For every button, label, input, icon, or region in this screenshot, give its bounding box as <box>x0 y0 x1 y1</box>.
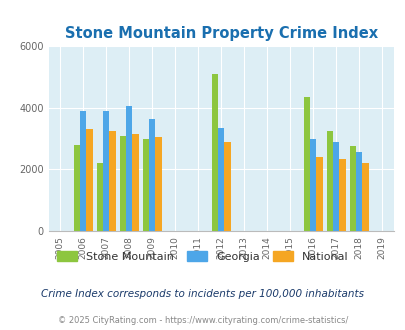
Bar <box>309 139 315 231</box>
Bar <box>80 111 86 231</box>
Bar <box>149 118 155 231</box>
Bar <box>333 142 339 231</box>
Bar <box>217 128 224 231</box>
Bar <box>315 157 322 231</box>
Bar <box>132 134 138 231</box>
Bar <box>119 136 126 231</box>
Bar <box>97 163 103 231</box>
Bar <box>339 159 345 231</box>
Title: Stone Mountain Property Crime Index: Stone Mountain Property Crime Index <box>64 26 377 41</box>
Bar <box>211 74 217 231</box>
Bar <box>349 146 355 231</box>
Bar <box>86 129 92 231</box>
Bar <box>224 142 230 231</box>
Text: © 2025 CityRating.com - https://www.cityrating.com/crime-statistics/: © 2025 CityRating.com - https://www.city… <box>58 316 347 325</box>
Bar <box>103 111 109 231</box>
Bar <box>109 131 115 231</box>
Bar <box>355 152 362 231</box>
Text: Crime Index corresponds to incidents per 100,000 inhabitants: Crime Index corresponds to incidents per… <box>41 289 364 299</box>
Bar <box>362 163 368 231</box>
Bar <box>126 106 132 231</box>
Bar <box>155 137 161 231</box>
Bar <box>74 145 80 231</box>
Bar <box>326 131 333 231</box>
Bar <box>143 139 149 231</box>
Legend: Stone Mountain, Georgia, National: Stone Mountain, Georgia, National <box>53 247 352 267</box>
Bar <box>303 97 309 231</box>
